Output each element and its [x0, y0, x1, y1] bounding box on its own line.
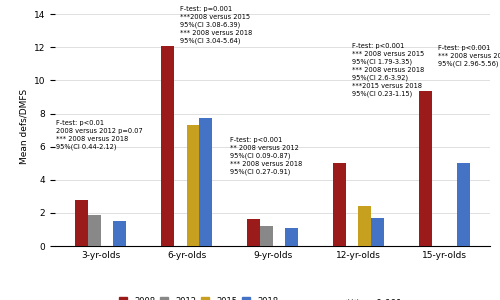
Text: F-test: p=0.001
***2008 versus 2015
95%(CI 3.08-6.39)
*** 2008 versus 2018
95%(C: F-test: p=0.001 ***2008 versus 2015 95%(…	[180, 6, 252, 44]
Text: F-test: p<0.01
2008 versus 2012 p=0.07
*** 2008 versus 2018
95%(CI 0.44-2.12): F-test: p<0.01 2008 versus 2012 p=0.07 *…	[56, 120, 142, 150]
Bar	[358, 206, 372, 246]
Text: F-test: p<0.001
*** 2008 versus 2018
95%(CI 2.96-5.56): F-test: p<0.001 *** 2008 versus 2018 95%…	[438, 45, 500, 67]
Bar	[200, 118, 212, 246]
Text: F-test: p<0.001
*** 2008 versus 2015
95%(CI 1.79-3.35)
*** 2008 versus 2018
95%(: F-test: p<0.001 *** 2008 versus 2015 95%…	[352, 43, 424, 97]
Bar	[88, 215, 101, 246]
Bar	[260, 226, 272, 246]
Bar	[458, 163, 470, 246]
Text: *** p<0.001
**  p<0.01: *** p<0.001 ** p<0.01	[346, 299, 402, 300]
Text: F-test: p<0.001
** 2008 versus 2012
95%(CI 0.09-0.87)
*** 2008 versus 2018
95%(C: F-test: p<0.001 ** 2008 versus 2012 95%(…	[230, 137, 302, 175]
Bar	[332, 163, 345, 246]
Bar	[372, 218, 384, 246]
Bar	[286, 228, 298, 246]
Bar	[418, 91, 432, 246]
Bar	[114, 221, 126, 246]
Legend: 2008, 2012, 2015, 2018: 2008, 2012, 2015, 2018	[116, 293, 282, 300]
Y-axis label: Mean defs/DMFS: Mean defs/DMFS	[19, 88, 28, 164]
Bar	[186, 125, 200, 246]
Bar	[160, 46, 173, 246]
Bar	[75, 200, 88, 246]
Bar	[246, 219, 260, 246]
